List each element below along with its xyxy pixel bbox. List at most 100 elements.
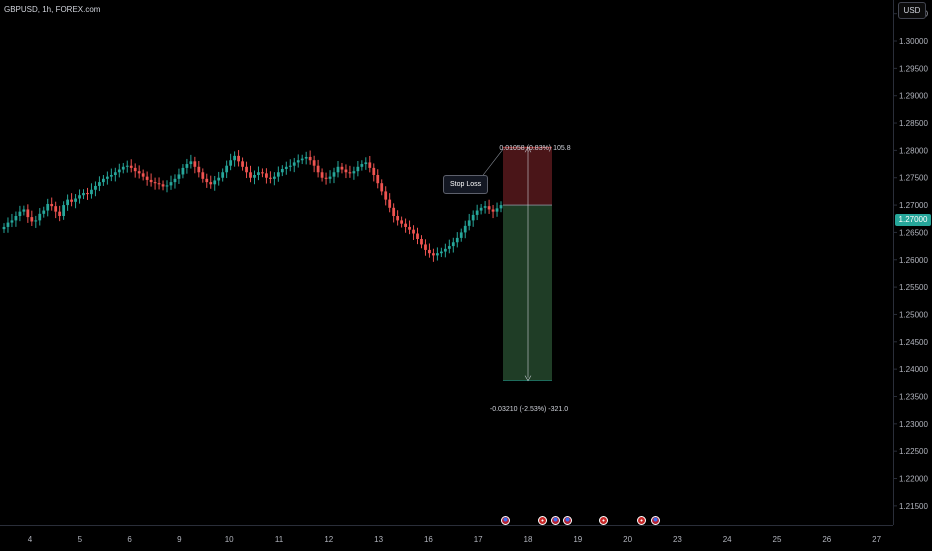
candle-body — [193, 161, 197, 167]
candle-body — [388, 199, 392, 208]
candle-body — [344, 169, 348, 173]
candle-body — [54, 206, 58, 212]
candle-body — [6, 222, 10, 227]
candle-body — [50, 203, 54, 207]
us-flag-icon[interactable] — [651, 516, 660, 525]
candle-body — [392, 207, 396, 217]
candle-body — [42, 210, 46, 214]
candle-body — [320, 172, 324, 178]
candle-body — [58, 211, 62, 217]
candle-body — [22, 209, 26, 212]
y-tick-label: 1.28000 — [899, 146, 928, 155]
candle-body — [201, 172, 205, 179]
candle-body — [261, 172, 264, 174]
candle-body — [471, 214, 475, 221]
candle-body — [304, 156, 308, 159]
candle-body — [424, 244, 427, 250]
candle-body — [105, 176, 109, 179]
x-tick-label: 5 — [78, 535, 83, 544]
eu-event-icon[interactable] — [538, 516, 547, 525]
candle-body — [364, 162, 368, 165]
candle-body — [133, 167, 137, 172]
x-tick-label: 4 — [28, 535, 33, 544]
candle-body — [177, 174, 181, 179]
candle-body — [157, 183, 161, 185]
candle-body — [340, 166, 344, 170]
y-tick-label: 1.26000 — [899, 256, 928, 265]
candle-body — [253, 175, 256, 178]
x-tick-label: 10 — [225, 535, 234, 544]
y-tick-label: 1.30000 — [899, 37, 928, 46]
candle-body — [237, 155, 240, 162]
candle-body — [78, 195, 81, 199]
candle-body — [70, 199, 73, 202]
candle-body — [229, 160, 233, 166]
candle-body — [368, 162, 372, 168]
candle-body — [90, 189, 93, 195]
stop-loss-tag[interactable]: Stop Loss — [443, 175, 489, 194]
y-tick-label: 1.27500 — [899, 174, 928, 183]
candle-body — [495, 208, 499, 212]
reward-zone — [503, 205, 552, 381]
x-tick-label: 11 — [275, 535, 284, 544]
candle-body — [296, 160, 300, 163]
price-axis[interactable] — [893, 0, 932, 525]
candle-body — [121, 166, 125, 170]
candle-body — [141, 173, 145, 177]
candle-body — [189, 161, 193, 165]
candle-body — [276, 172, 280, 177]
candle-body — [376, 175, 380, 184]
candle-body — [30, 217, 34, 222]
us-flag-icon[interactable] — [563, 516, 572, 525]
x-tick-label: 24 — [723, 535, 732, 544]
time-axis[interactable] — [0, 525, 893, 551]
candle-body — [46, 203, 50, 211]
candle-body — [205, 178, 209, 183]
candle-body — [404, 223, 407, 227]
candle-body — [117, 169, 121, 173]
candle-body — [272, 176, 276, 179]
stop-distance-label: 0.01058 (0.83%) 105.8 — [499, 145, 571, 152]
candle-body — [459, 232, 463, 238]
candle-body — [352, 171, 356, 174]
candle-body — [245, 166, 248, 173]
x-tick-label: 6 — [127, 535, 132, 544]
x-tick-label: 26 — [822, 535, 831, 544]
candle-body — [483, 206, 487, 208]
currency-button[interactable]: USD — [898, 2, 926, 19]
candle-body — [475, 210, 479, 215]
candle-body — [38, 213, 42, 221]
candle-body — [165, 185, 169, 187]
us-flag-icon[interactable] — [501, 516, 510, 525]
candle-body — [308, 156, 312, 161]
x-tick-label: 18 — [524, 535, 533, 544]
candle-body — [125, 165, 129, 167]
x-tick-label: 16 — [424, 535, 433, 544]
candle-body — [197, 166, 201, 173]
candle-body — [66, 199, 69, 206]
eu-event-icon[interactable] — [637, 516, 646, 525]
candle-body — [249, 172, 252, 178]
candle-body — [316, 165, 320, 173]
candle-body — [455, 237, 459, 243]
y-tick-label: 1.29000 — [899, 92, 928, 101]
risk-zone — [503, 147, 552, 206]
candle-body — [26, 209, 30, 218]
candle-body — [336, 166, 340, 173]
eu-event-icon[interactable] — [599, 516, 608, 525]
candle-body — [113, 172, 117, 175]
y-tick-label: 1.25000 — [899, 310, 928, 319]
candle-body — [213, 180, 217, 185]
y-tick-label: 1.24500 — [899, 338, 928, 347]
candle-body — [412, 229, 415, 234]
candle-body — [428, 249, 431, 254]
candle-body — [479, 207, 483, 211]
candle-body — [292, 162, 296, 166]
candle-body — [443, 248, 447, 252]
us-flag-icon[interactable] — [551, 516, 560, 525]
candle-body — [10, 220, 14, 223]
candle-body — [145, 176, 149, 180]
candle-body — [137, 171, 141, 174]
candle-body — [380, 183, 384, 192]
